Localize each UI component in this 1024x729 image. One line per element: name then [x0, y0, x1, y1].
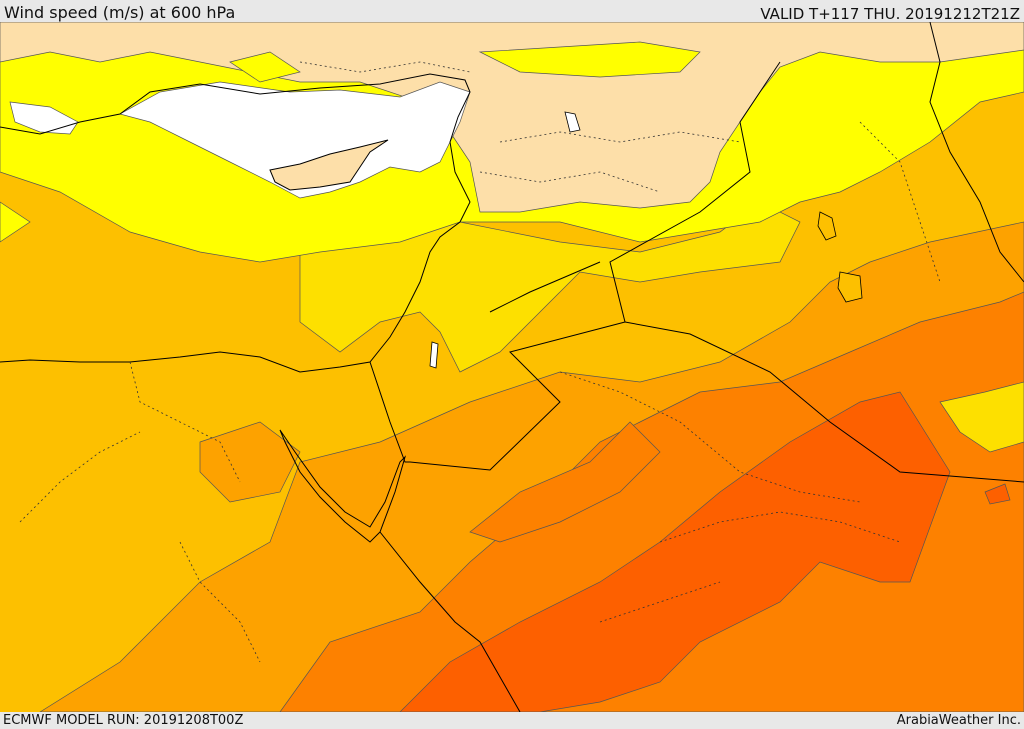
coastline [279, 429, 407, 543]
band-gold [299, 201, 801, 373]
map-canvas[interactable] [0, 22, 1024, 712]
band-orange [279, 291, 1024, 712]
band-yellow [229, 51, 301, 83]
map-header: Wind speed (m/s) at 600 hPa VALID T+117 … [0, 0, 1024, 23]
border [624, 321, 1024, 483]
lake-outline [817, 211, 837, 241]
map-footer: ECMWF MODEL RUN: 20191208T00Z ArabiaWeat… [0, 712, 1024, 729]
cyprus-outline [269, 139, 389, 191]
band-deep [399, 391, 951, 712]
coastline [0, 73, 471, 373]
border [369, 61, 781, 471]
valid-time: VALID T+117 THU. 20191212T21Z [760, 5, 1020, 23]
lake-outline [837, 271, 863, 303]
band-gold [939, 381, 1024, 453]
model-run: ECMWF MODEL RUN: 20191208T00Z [3, 713, 244, 728]
sea-white-patch [119, 81, 471, 199]
border [929, 22, 1024, 283]
lake-outline [564, 111, 581, 133]
band-yellow [0, 201, 31, 243]
band-orange [469, 421, 661, 543]
lake-outline [429, 341, 439, 369]
sea-white-patch [9, 101, 79, 135]
coastline [379, 531, 521, 712]
band-orange-light [199, 421, 301, 503]
map-title: Wind speed (m/s) at 600 hPa [4, 3, 236, 22]
internal-boundaries [19, 61, 941, 663]
band-deep [984, 483, 1011, 505]
border [489, 261, 601, 313]
credit-text: ArabiaWeather Inc. [896, 713, 1021, 728]
band-yellow [478, 41, 701, 78]
